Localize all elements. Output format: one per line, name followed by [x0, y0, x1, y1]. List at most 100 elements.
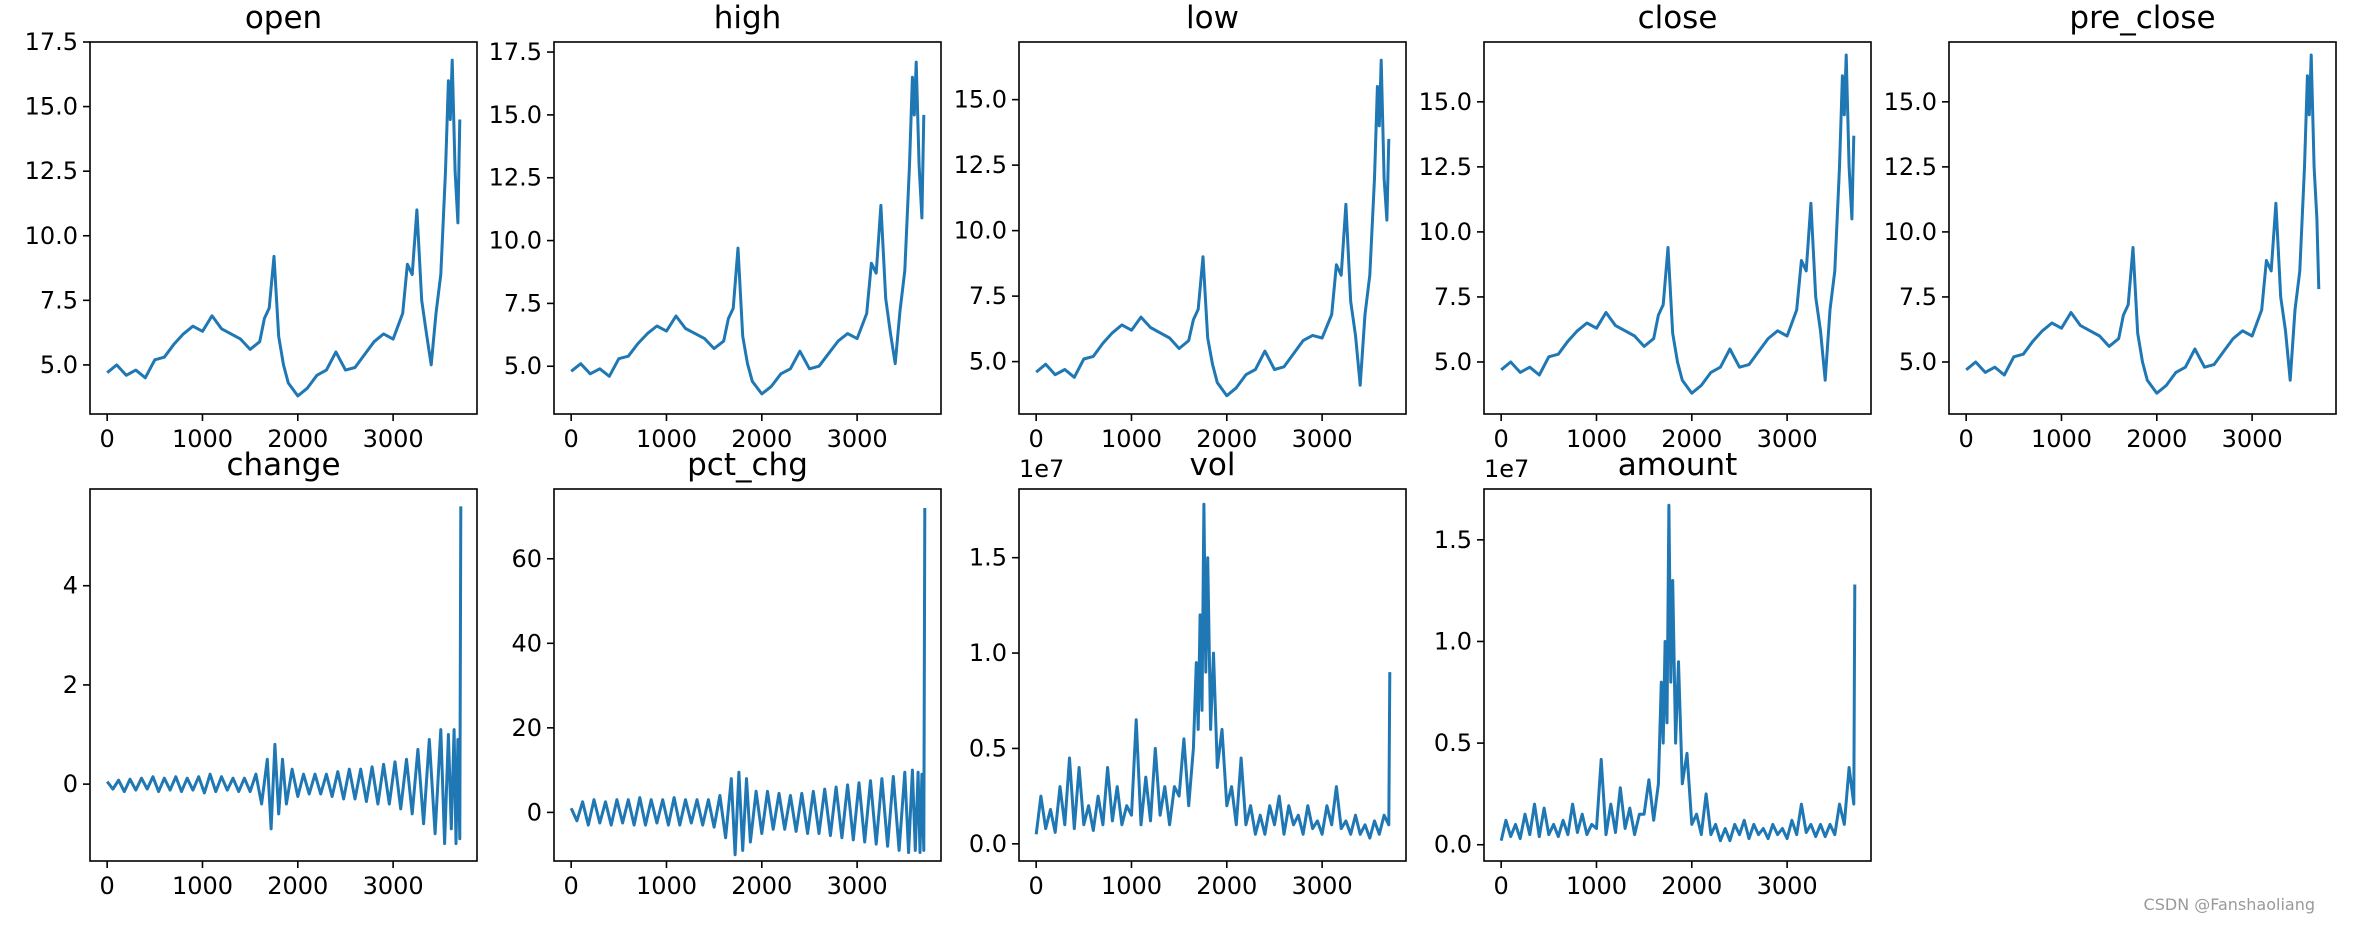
- y-tick-label-pre-close: 12.5: [1884, 153, 1937, 181]
- x-tick-label-low: 2000: [1196, 425, 1257, 453]
- x-tick-label-open: 1000: [172, 425, 233, 453]
- y-tick-label-high: 12.5: [489, 164, 542, 192]
- panel-open: open 0 1000 2000 3000 5.0 7.5 10.0 12.5 15.0 17.5: [25, 0, 478, 453]
- y-tick-label-pre-close: 15.0: [1884, 88, 1937, 116]
- panel-title-vol: vol: [1190, 447, 1236, 483]
- y-tick-label-pct-chg: 0: [527, 798, 542, 826]
- panel-high: high 0 1000 2000 3000 5.0 7.5 10.0 12.5 15.0 17.5: [489, 0, 942, 453]
- axes-frame-open: [89, 41, 478, 415]
- x-tick-label-high: 2000: [731, 425, 792, 453]
- panel-vol: vol 1e7 0 1000 2000 3000 0.0 0.5 1.0 1.5: [969, 447, 1407, 900]
- y-tick-label-pre-close: 5.0: [1899, 348, 1937, 376]
- panel-title-change: change: [226, 447, 340, 483]
- x-tick-label-amount: 0: [1494, 872, 1509, 900]
- x-tick-label-low: 3000: [1292, 425, 1353, 453]
- x-tick-label-pre-close: 1000: [2031, 425, 2092, 453]
- y-tick-label-open: 15.0: [25, 93, 78, 121]
- series-line-close: [1500, 53, 1856, 395]
- y-tick-label-amount: 0.0: [1434, 831, 1472, 859]
- x-tick-label-low: 1000: [1101, 425, 1162, 453]
- series-line-vol: [1034, 502, 1392, 840]
- x-tick-label-close: 3000: [1757, 425, 1818, 453]
- x-tick-label-pre-close: 2000: [2126, 425, 2187, 453]
- x-tick-label-vol: 3000: [1292, 872, 1353, 900]
- y-tick-label-open: 17.5: [25, 28, 78, 56]
- y-tick-label-open: 10.0: [25, 222, 78, 250]
- panel-pre-close: pre_close 0 1000 2000 3000 5.0 7.5 10.0 12.5 15.0: [1884, 0, 2337, 453]
- x-tick-label-pre-close: 0: [1959, 425, 1974, 453]
- x-tick-label-pct-chg: 3000: [827, 872, 888, 900]
- x-tick-label-amount: 1000: [1566, 872, 1627, 900]
- y-tick-label-pre-close: 7.5: [1899, 283, 1937, 311]
- y-tick-label-amount: 0.5: [1434, 729, 1472, 757]
- y-tick-label-close: 10.0: [1419, 218, 1472, 246]
- y-tick-label-vol: 0.0: [969, 830, 1007, 858]
- y-tick-label-high: 17.5: [489, 38, 542, 66]
- x-tick-label-open: 3000: [363, 425, 424, 453]
- panel-title-amount: amount: [1618, 447, 1738, 483]
- y-tick-label-high: 15.0: [489, 101, 542, 129]
- y-tick-label-change: 4: [63, 572, 78, 600]
- panel-title-pct-chg: pct_chg: [687, 447, 808, 483]
- y-tick-label-vol: 1.5: [969, 544, 1007, 572]
- x-tick-label-high: 0: [564, 425, 579, 453]
- series-line-change: [106, 506, 463, 846]
- panel-title-open: open: [245, 0, 322, 36]
- x-tick-label-vol: 1000: [1101, 872, 1162, 900]
- watermark: CSDN @Fanshaoliang: [2143, 895, 2315, 914]
- x-tick-label-vol: 2000: [1196, 872, 1257, 900]
- panel-amount: amount 1e7 0 1000 2000 3000 0.0 0.5 1.0 1.5: [1434, 447, 1872, 900]
- axes-frame-pre-close: [1948, 41, 2337, 415]
- series-line-pre-close: [1965, 53, 2321, 395]
- y-tick-label-change: 2: [63, 671, 78, 699]
- axis-offset-label-amount: 1e7: [1484, 455, 1529, 483]
- x-tick-label-open: 2000: [267, 425, 328, 453]
- y-tick-label-low: 12.5: [954, 151, 1007, 179]
- x-tick-label-vol: 0: [1029, 872, 1044, 900]
- y-tick-label-high: 5.0: [504, 352, 542, 380]
- y-tick-label-low: 7.5: [969, 282, 1007, 310]
- x-tick-label-pct-chg: 0: [564, 872, 579, 900]
- x-tick-label-change: 3000: [363, 872, 424, 900]
- series-line-open: [106, 58, 462, 398]
- y-tick-label-open: 7.5: [40, 286, 78, 314]
- x-tick-label-pre-close: 3000: [2222, 425, 2283, 453]
- panel-title-high: high: [714, 0, 782, 36]
- y-tick-label-pct-chg: 60: [511, 545, 542, 573]
- y-tick-label-close: 5.0: [1434, 348, 1472, 376]
- y-tick-label-low: 15.0: [954, 86, 1007, 114]
- x-tick-label-close: 1000: [1566, 425, 1627, 453]
- x-tick-label-amount: 3000: [1757, 872, 1818, 900]
- y-tick-label-open: 5.0: [40, 351, 78, 379]
- x-tick-label-close: 0: [1494, 425, 1509, 453]
- y-tick-label-amount: 1.0: [1434, 627, 1472, 655]
- y-tick-label-pre-close: 10.0: [1884, 218, 1937, 246]
- axes-frame-pct-chg: [553, 488, 942, 862]
- x-tick-label-change: 0: [100, 872, 115, 900]
- y-tick-label-close: 15.0: [1419, 88, 1472, 116]
- x-tick-label-pct-chg: 2000: [731, 872, 792, 900]
- axes-frame-low: [1018, 41, 1407, 415]
- y-tick-label-change: 0: [63, 770, 78, 798]
- series-line-amount: [1499, 503, 1857, 843]
- y-tick-label-open: 12.5: [25, 157, 78, 185]
- y-tick-label-amount: 1.5: [1434, 526, 1472, 554]
- x-tick-label-low: 0: [1029, 425, 1044, 453]
- panel-change: change 0 1000 2000 3000 0 2 4: [63, 447, 478, 900]
- x-tick-label-amount: 2000: [1661, 872, 1722, 900]
- axes-frame-vol: [1018, 488, 1407, 862]
- x-tick-label-high: 1000: [636, 425, 697, 453]
- y-tick-label-pct-chg: 20: [511, 714, 542, 742]
- y-tick-label-low: 10.0: [954, 217, 1007, 245]
- y-tick-label-vol: 1.0: [969, 639, 1007, 667]
- panel-pct-chg: pct_chg 0 1000 2000 3000 0 20 40 60: [511, 447, 942, 900]
- series-line-low: [1035, 58, 1391, 398]
- x-tick-label-pct-chg: 1000: [636, 872, 697, 900]
- y-tick-label-close: 12.5: [1419, 153, 1472, 181]
- axes-frame-amount: [1483, 488, 1872, 862]
- y-tick-label-vol: 0.5: [969, 734, 1007, 762]
- panel-title-pre-close: pre_close: [2069, 0, 2215, 36]
- y-tick-label-high: 10.0: [489, 227, 542, 255]
- y-tick-label-high: 7.5: [504, 289, 542, 317]
